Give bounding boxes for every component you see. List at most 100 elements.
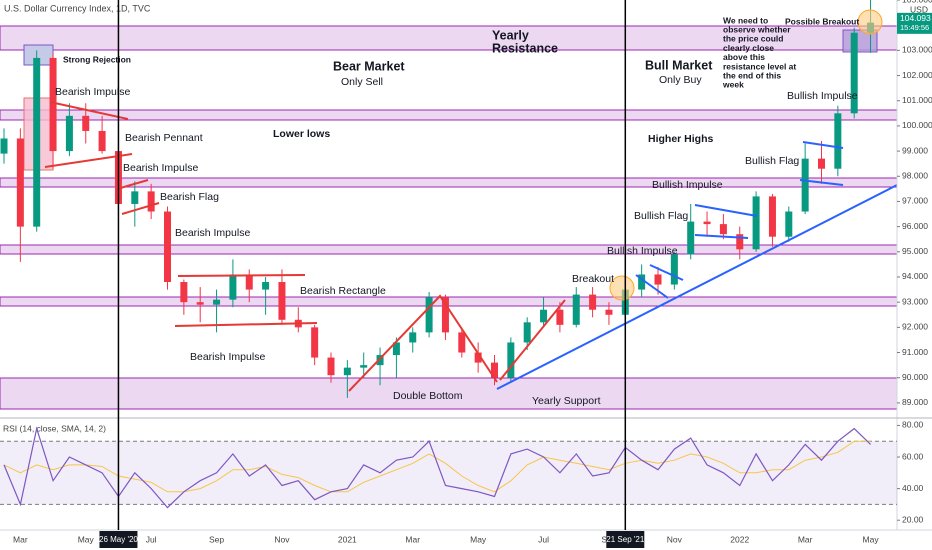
y-tick-label: 93.000 [902,296,928,306]
annotation: Bearish Rectangle [300,285,386,297]
annotation: Only Buy [659,74,702,86]
x-tick-label: Mar [405,534,420,544]
candle-body [801,158,809,212]
x-tick-label: Sep [209,534,224,544]
candle-body [180,282,188,303]
candle-body [229,274,237,300]
annotation: Possible Breakout [785,16,859,26]
annotation: Bullish Flag [634,210,688,222]
candle-body [850,32,858,114]
last-price-box [897,12,932,34]
plot [0,0,875,398]
x-tick-label: Jul [146,534,157,544]
drawings [44,9,898,392]
candle-body [719,224,727,235]
candle-body [16,138,24,227]
candle-body [589,294,597,310]
annotation: observe whether [723,24,791,34]
candle-body [98,130,106,152]
highlight-circle [609,275,635,301]
candle-body [768,196,776,237]
candle-body [654,274,662,285]
resistance-zone [0,25,898,51]
annotation: week [722,80,744,90]
trend-line [177,274,306,277]
candle-body [785,211,793,237]
y-tick-label: 92.000 [902,322,928,332]
countdown-label: 15:49:56 [900,23,929,32]
annotation: Bearish Flag [160,191,219,203]
candle-body [638,274,646,290]
y-tick-label: 95.000 [902,246,928,256]
annotation: Bullish Impulse [652,179,723,191]
rsi-title: RSI (14, close, SMA, 14, 2) [3,423,106,433]
x-tick-label: May [470,534,487,544]
flag-line [649,264,684,281]
x-tick-label: Nov [274,534,290,544]
annotation: Resistance [492,41,558,55]
candle-body [425,297,433,333]
candle-body [834,113,842,169]
currency-label: USD [910,4,928,14]
trend-line [116,179,149,190]
flag-line [694,204,758,217]
candle-body [687,221,695,255]
annotation: Bullish Flag [745,155,799,167]
x-tick-label: 26 May '20 [99,535,138,544]
candle-body [360,365,368,368]
flag-line [802,141,844,149]
rsi-sma-line [3,440,871,493]
date-marker-box [99,531,138,548]
double-bottom-line [348,294,498,392]
trend-line [121,202,160,215]
annotation: Only Sell [341,76,383,88]
candle-body [392,342,400,356]
annotation: clearly close [723,43,774,53]
annotation: Yearly [492,28,529,42]
x-tick-label: Nov [667,534,683,544]
annotation: above this [723,52,765,62]
flag-line [799,179,844,186]
candle-body [670,254,678,285]
candle-body [752,196,760,250]
y-tick-label: 102.000 [902,70,932,80]
x-tick-label: 21 Sep '21 [606,535,645,544]
x-tick-label: Mar [13,534,28,544]
x-tick-label: Mar [798,534,813,544]
annotation: the end of this [723,70,781,80]
flag-line [694,234,749,239]
chart-title: U.S. Dollar Currency Index, 1D, TVC [4,3,151,13]
rsi-tick-label: 40.00 [902,483,924,493]
annotation: Bullish Impulse [787,90,858,102]
candle-body [376,355,384,366]
y-tick-label: 90.000 [902,372,928,382]
annotation: Bearish Impulse [190,351,265,363]
annotation: Bearish Impulse [123,162,198,174]
candle-body [278,282,286,320]
candle-body [196,302,204,305]
candle-body [409,332,417,343]
candle-body [245,274,253,290]
rsi-tick-label: 80.00 [902,420,924,430]
annotation: Strong Rejection [63,54,131,64]
annotation: Bear Market [333,59,405,73]
x-tick-label: 2022 [730,534,749,544]
annotation: Breakout [572,273,614,285]
flag-line [635,274,669,299]
candle-body [65,115,73,152]
candle-body [474,352,482,363]
rsi-tick-label: 20.00 [902,514,924,524]
candle-body [343,367,351,376]
y-tick-label: 96.000 [902,221,928,231]
y-tick-label: 100.000 [902,120,932,130]
candle-body [523,322,531,343]
candle-body [441,297,449,333]
candle-body [458,332,466,353]
annotation: resistance level at [723,61,796,71]
candle-body [507,342,515,378]
candle-body [82,115,90,131]
y-tick-label: 98.000 [902,171,928,181]
annotation: Bearish Pennant [125,132,203,144]
